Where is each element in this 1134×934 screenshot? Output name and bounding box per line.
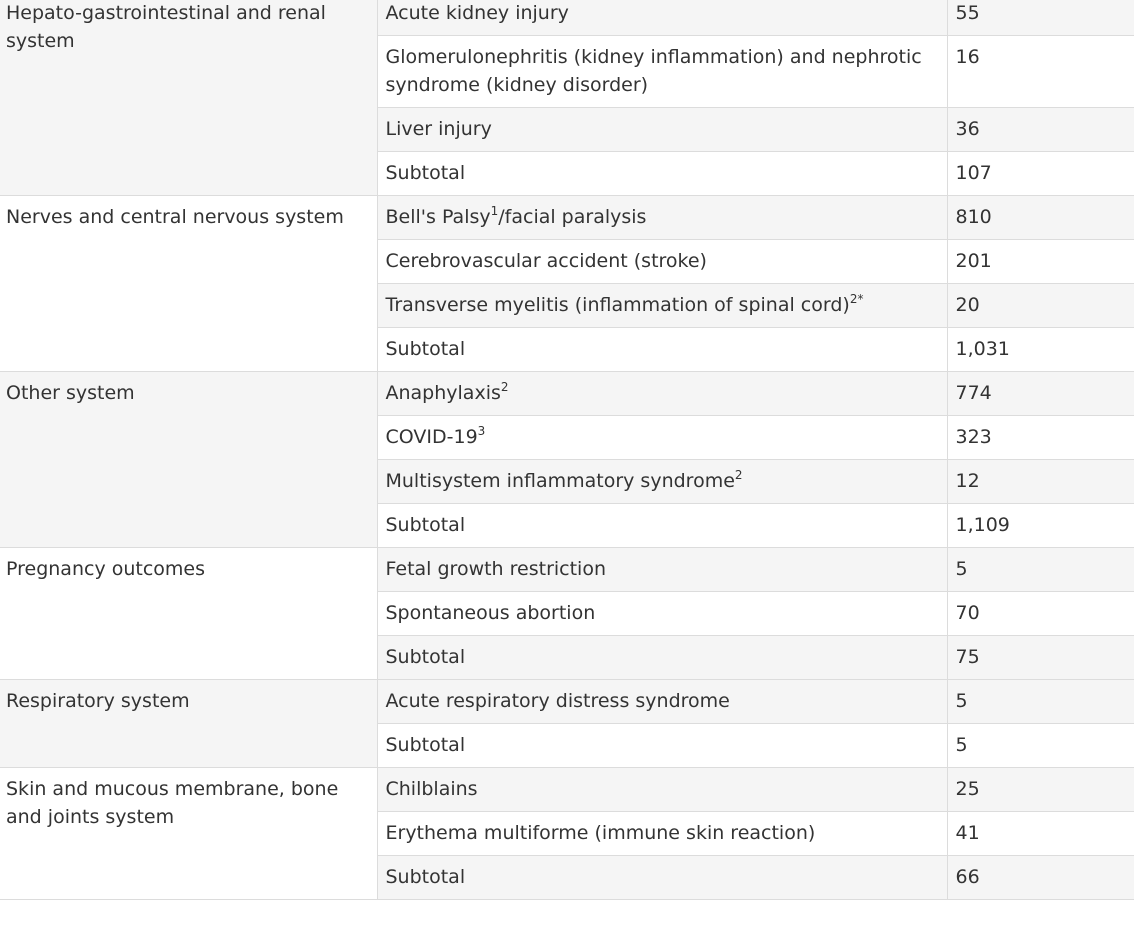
condition-cell: Spontaneous abortion [376,591,948,636]
condition-text: Anaphylaxis [385,382,501,404]
condition-text: Fetal growth restriction [385,558,607,580]
table-row: Spontaneous abortion 70 [0,591,1134,636]
adverse-events-table: Hepato-gastrointestinal and renal system… [0,0,1134,900]
condition-cell: Anaphylaxis2 [376,371,948,416]
count-cell: 36 [946,107,1134,152]
condition-text: Liver injury [385,118,492,140]
footnote-marker: 2 [500,379,509,394]
table-body: Hepato-gastrointestinal and renal system… [0,0,1134,900]
subtotal-value: 5 [946,723,1134,768]
condition-text: Subtotal [385,734,466,756]
condition-text: Transverse myelitis (inflammation of spi… [385,294,850,316]
count-cell: 5 [946,679,1134,724]
table-row: Transverse myelitis (inflammation of spi… [0,283,1134,328]
condition-cell: Transverse myelitis (inflammation of spi… [376,283,948,328]
table-row: Pregnancy outcomes Fetal growth restricti… [0,547,1134,680]
footnote-marker: 1 [490,203,499,218]
count-cell: 774 [946,371,1134,416]
condition-cell: Acute kidney injury [376,0,948,36]
table-row: Hepato-gastrointestinal and renal system… [0,0,1134,196]
table-row: Other system Anaphylaxis2 774 [0,371,1134,548]
subtotal-value: 107 [946,151,1134,196]
condition-cell: Cerebrovascular accident (stroke) [376,239,948,284]
count-cell: 16 [946,35,1134,108]
condition-cell: Chilblains [376,767,948,812]
condition-text: Subtotal [385,162,466,184]
table-row: Cerebrovascular accident (stroke) 201 [0,239,1134,284]
condition-text: Subtotal [385,514,466,536]
category-cell: Pregnancy outcomes [0,547,378,680]
category-cell: Nerves and central nervous system [0,195,378,372]
condition-text: Acute respiratory distress syndrome [385,690,730,712]
condition-text: Subtotal [385,866,466,888]
count-cell: 25 [946,767,1134,812]
count-cell: 323 [946,415,1134,460]
footnote-marker: 3 [477,423,486,438]
condition-text: Chilblains [385,778,478,800]
category-cell: Other system [0,371,378,548]
table-row: Multisystem inflammatory syndrome2 12 [0,459,1134,504]
table-row: Subtotal 1,109 [0,503,1134,548]
condition-text: Multisystem inflammatory syndrome [385,470,735,492]
subtotal-value: 66 [946,855,1134,900]
table-row: Nerves and central nervous system Bell's … [0,195,1134,372]
category-cell: Skin and mucous membrane, bone and joint… [0,767,378,900]
condition-cell: Erythema multiforme (immune skin reactio… [376,811,948,856]
subtotal-value: 75 [946,635,1134,680]
footnote-marker: 2 [734,467,743,482]
subtotal-value: 1,109 [946,503,1134,548]
condition-text: Subtotal [385,338,466,360]
condition-cell: Bell's Palsy1/facial paralysis [376,195,948,240]
condition-cell: Liver injury [376,107,948,152]
condition-cell: COVID-193 [376,415,948,460]
condition-text: Cerebrovascular accident (stroke) [385,250,707,272]
condition-text: Acute kidney injury [385,2,569,24]
condition-cell: Multisystem inflammatory syndrome2 [376,459,948,504]
subtotal-label: Subtotal [376,503,948,548]
subtotal-label: Subtotal [376,635,948,680]
count-cell: 201 [946,239,1134,284]
condition-text: Bell's Palsy [385,206,491,228]
count-cell: 55 [946,0,1134,36]
table-row: Skin and mucous membrane, bone and joint… [0,767,1134,900]
subtotal-value: 1,031 [946,327,1134,372]
count-cell: 70 [946,591,1134,636]
table-row: Subtotal 75 [0,635,1134,680]
table-row: Liver injury 36 [0,107,1134,152]
count-cell: 12 [946,459,1134,504]
condition-text: Erythema multiforme (immune skin reactio… [385,822,816,844]
table-row: Subtotal 107 [0,151,1134,196]
table-row: COVID-193 323 [0,415,1134,460]
subtotal-label: Subtotal [376,723,948,768]
table-row: Glomerulonephritis (kidney inflammation)… [0,35,1134,108]
condition-text: Subtotal [385,646,466,668]
condition-text: Spontaneous abortion [385,602,596,624]
table-row: Respiratory system Acute respiratory dist… [0,679,1134,768]
condition-cell: Fetal growth restriction [376,547,948,592]
condition-text: Glomerulonephritis (kidney inflammation)… [385,46,922,96]
condition-text-continued: /facial paralysis [498,206,647,228]
count-cell: 810 [946,195,1134,240]
category-cell: Hepato-gastrointestinal and renal system [0,0,378,196]
count-cell: 41 [946,811,1134,856]
table-row: Subtotal 5 [0,723,1134,768]
condition-cell: Acute respiratory distress syndrome [376,679,948,724]
count-cell: 5 [946,547,1134,592]
condition-cell: Glomerulonephritis (kidney inflammation)… [376,35,948,108]
table-row: Subtotal 66 [0,855,1134,900]
subtotal-label: Subtotal [376,855,948,900]
condition-text: COVID-19 [385,426,478,448]
table-row: Erythema multiforme (immune skin reactio… [0,811,1134,856]
subtotal-label: Subtotal [376,327,948,372]
subtotal-label: Subtotal [376,151,948,196]
footnote-marker: 2* [849,291,864,306]
category-cell: Respiratory system [0,679,378,768]
count-cell: 20 [946,283,1134,328]
